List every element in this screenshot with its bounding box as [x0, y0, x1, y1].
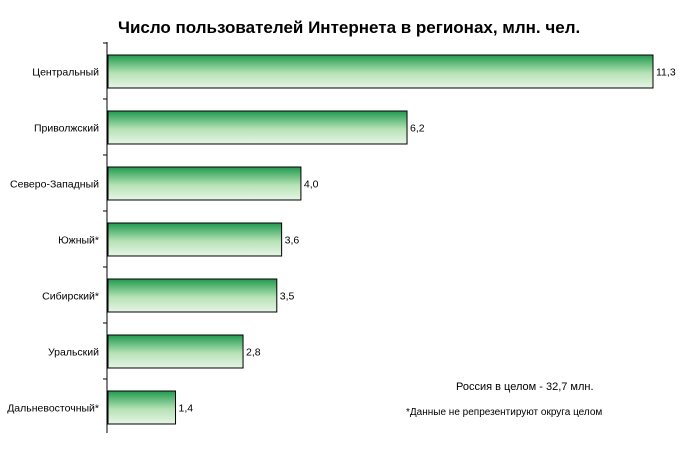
category-label: Южный* — [58, 235, 99, 247]
bar — [107, 110, 408, 145]
bar — [107, 278, 278, 313]
bar — [107, 222, 283, 257]
data-label: 6,2 — [410, 123, 425, 135]
data-label: 4,0 — [304, 179, 319, 191]
category-label: Центральный — [32, 67, 99, 79]
category-label: Сибирский* — [42, 291, 99, 303]
bar — [107, 334, 244, 369]
bar — [107, 390, 177, 425]
chart-title: Число пользователей Интернета в регионах… — [118, 18, 581, 37]
footnote: *Данные не репрезентируют округа целом — [406, 407, 603, 418]
data-label: 2,8 — [246, 347, 261, 359]
total-note: Россия в целом - 32,7 млн. — [456, 381, 594, 393]
category-label: Приволжский — [34, 123, 99, 135]
category-label: Уральский — [48, 347, 99, 359]
category-label: Северо-Западный — [10, 179, 99, 191]
category-label: Дальневосточный* — [7, 403, 99, 415]
data-label: 3,5 — [280, 291, 295, 303]
data-label: 3,6 — [285, 235, 300, 247]
data-label: 11,3 — [656, 67, 676, 79]
data-label: 1,4 — [179, 403, 194, 415]
bar — [107, 166, 302, 201]
bar — [107, 54, 654, 89]
